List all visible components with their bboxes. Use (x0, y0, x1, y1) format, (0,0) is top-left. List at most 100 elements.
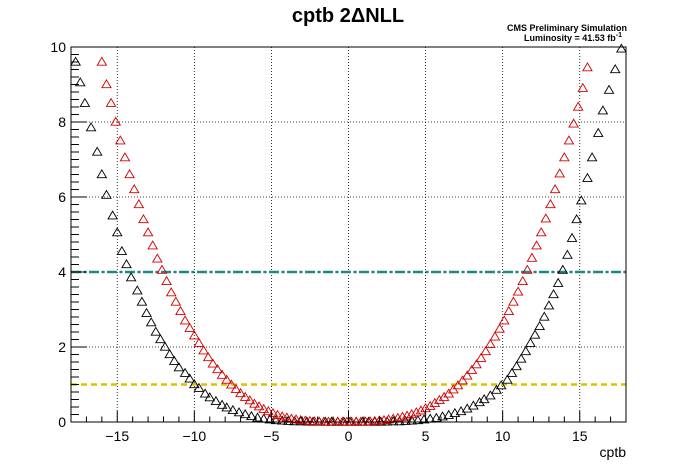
series-1-point-30 (235, 388, 246, 398)
series-1-point-8 (133, 199, 145, 209)
series-1-point-20 (188, 330, 200, 340)
x-tick-label: −10 (182, 428, 206, 444)
series-1-point-79 (461, 370, 473, 380)
chart-info-line2: Luminosity = 41.53 fb-1 (524, 32, 622, 43)
chart-info-lumi: Luminosity = 41.53 fb (524, 33, 616, 43)
series-0-point-33 (239, 409, 251, 419)
series-1-point-64 (392, 412, 404, 422)
series-1-point-88 (503, 305, 515, 316)
chart-info-lumi-unit-exponent: -1 (616, 32, 622, 39)
series-0-point-30 (221, 402, 233, 412)
data-series (70, 43, 627, 426)
x-tick-label: −15 (105, 428, 129, 444)
series-1-point-27 (221, 374, 233, 384)
series-0-point-14 (141, 307, 152, 317)
series-1-point-29 (230, 383, 242, 394)
series-1-point-36 (262, 406, 274, 416)
series-1-point-6 (124, 169, 135, 179)
series-1-point-67 (406, 409, 418, 419)
series-0-point-20 (168, 355, 180, 365)
series-1-point-24 (207, 358, 219, 368)
series-1-point-86 (494, 323, 505, 333)
series-0-point-12 (131, 285, 143, 295)
series-1-point-87 (498, 315, 510, 325)
series-1-point-21 (193, 337, 205, 347)
series-1-point-95 (535, 227, 547, 237)
series-1-point-91 (517, 275, 529, 286)
series-1-point-32 (244, 395, 256, 405)
series-0-point-15 (145, 317, 157, 327)
series-0-point-61 (412, 415, 424, 425)
series-0-point-87 (552, 277, 564, 287)
series-1-point-13 (156, 264, 168, 274)
series-1-point-10 (142, 227, 154, 237)
series-1-point-77 (452, 380, 464, 390)
series-0-point-65 (437, 411, 448, 421)
series-1-point-73 (434, 394, 445, 404)
series-0-point-24 (188, 379, 200, 389)
series-1-point-18 (179, 315, 191, 325)
series-0-point-94 (586, 152, 598, 162)
series-1-point-69 (415, 405, 427, 415)
series-0-point-78 (511, 361, 522, 371)
series-1-point-78 (457, 375, 468, 385)
series-0-point-95 (592, 127, 604, 137)
y-tick-label: 2 (58, 339, 66, 355)
series-1-point-22 (198, 345, 209, 355)
series-1-point-84 (484, 338, 496, 349)
series-1-point-72 (429, 397, 441, 407)
series-0-point-79 (515, 353, 527, 363)
series-1-point-1 (101, 79, 112, 89)
series-1-point-104 (577, 82, 589, 92)
series-0-point-25 (193, 382, 205, 392)
y-tick-label: 0 (58, 414, 66, 430)
x-tick-label: −5 (263, 428, 279, 444)
series-0-point-0 (70, 56, 82, 66)
series-1-point-66 (401, 410, 413, 420)
series-0-point-88 (557, 264, 569, 274)
series-0-point-11 (125, 272, 137, 282)
series-0-point-74 (491, 384, 502, 394)
series-0-point-6 (101, 189, 112, 199)
series-0-point-21 (173, 362, 185, 372)
series-0-point-90 (566, 232, 578, 242)
series-0-point-55 (375, 416, 387, 426)
y-tick-label: 6 (58, 189, 66, 205)
series-1-point-4 (114, 135, 126, 145)
series-0-point-16 (150, 326, 162, 336)
series-1-point-25 (212, 364, 223, 374)
series-1 (96, 56, 593, 426)
series-0-point-77 (506, 367, 518, 377)
series-1-point-97 (545, 199, 556, 209)
series-1-point-82 (475, 352, 487, 362)
series-1-point-39 (276, 411, 288, 421)
series-1-point-99 (554, 168, 566, 178)
series-0-point-19 (164, 349, 176, 359)
series-0-point-81 (525, 337, 536, 347)
series-0-point-62 (418, 414, 430, 424)
series-0-point-32 (233, 407, 245, 417)
series-1-point-11 (147, 240, 159, 250)
series-0-point-2 (79, 97, 91, 107)
series-0-point-71 (474, 397, 485, 407)
x-tick-label: 0 (345, 428, 353, 444)
series-0-point-28 (210, 395, 222, 406)
series-0-point-92 (575, 195, 587, 205)
series-0-point-13 (136, 296, 148, 306)
series-0-point-99 (615, 43, 627, 53)
series-0-point-37 (264, 414, 276, 424)
chart-title: cptb 2ΔNLL (292, 5, 404, 27)
series-0-point-93 (582, 172, 593, 182)
series-1-point-28 (225, 379, 237, 389)
series-0-point-18 (159, 341, 171, 351)
series-1-point-35 (258, 403, 270, 413)
series-0-point-83 (534, 320, 546, 331)
series-0-point-84 (538, 311, 550, 321)
series-1-point-101 (563, 135, 575, 145)
series-0-point-8 (111, 227, 123, 237)
series-0-point-76 (501, 374, 513, 384)
series-1-point-3 (110, 116, 122, 126)
series-1-point-9 (138, 214, 149, 224)
series-1-point-94 (531, 240, 542, 250)
